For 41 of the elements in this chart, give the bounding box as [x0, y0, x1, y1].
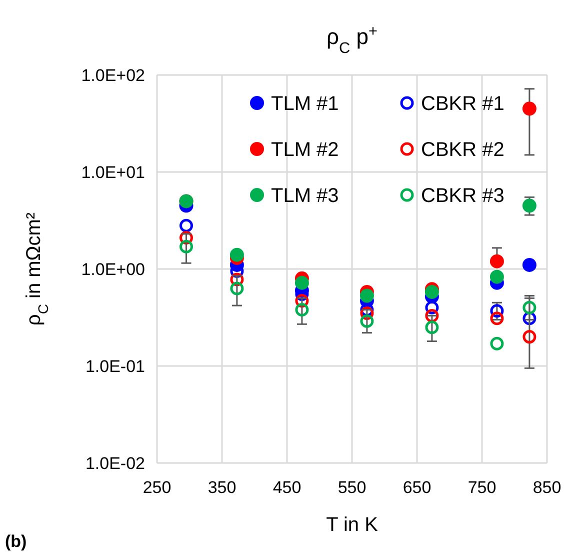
point [522, 330, 536, 344]
point [230, 282, 244, 296]
point [522, 198, 536, 213]
point [425, 320, 439, 334]
y-tick-label: 1.0E+02 [81, 66, 145, 85]
point [522, 102, 536, 116]
x-tick-label: 550 [338, 478, 366, 497]
x-axis-title: T in K [326, 514, 379, 536]
y-tick-label: 1.0E-01 [85, 356, 145, 376]
point [490, 312, 504, 326]
point [180, 218, 193, 232]
point [360, 314, 374, 328]
x-tick-label: 250 [142, 478, 172, 497]
chart-title: ρ$_{C}$ p$^{+}$ [326, 22, 378, 56]
point [180, 240, 193, 254]
y-tick-label: 1.0E+01 [81, 162, 145, 182]
x-tick-label: 350 [208, 478, 236, 497]
x-tick-label: 850 [532, 478, 562, 497]
y-tick-label: 1.0E+00 [81, 260, 145, 279]
point [230, 248, 244, 262]
x-tick-label: 650 [402, 478, 432, 497]
x-tick-label: 450 [272, 478, 302, 497]
y-tick-label: 1.0E-02 [85, 454, 145, 473]
point [295, 303, 309, 317]
legend-label: CBKR #2 [421, 139, 504, 161]
x-tick-label: 750 [468, 478, 496, 497]
legend-label: CBKR #3 [421, 185, 504, 207]
point [522, 258, 536, 272]
point [490, 336, 504, 350]
point [424, 284, 439, 299]
legend-label: TLM #2 [271, 139, 339, 161]
point [425, 308, 439, 322]
point [294, 276, 309, 290]
point [360, 288, 374, 303]
legend-label: TLM #3 [271, 185, 339, 207]
point [522, 300, 536, 314]
legend-label: TLM #1 [271, 93, 339, 115]
point [490, 270, 504, 284]
legend-label: CBKR #1 [421, 93, 504, 115]
point [490, 254, 504, 268]
text: (b) [5, 532, 27, 551]
